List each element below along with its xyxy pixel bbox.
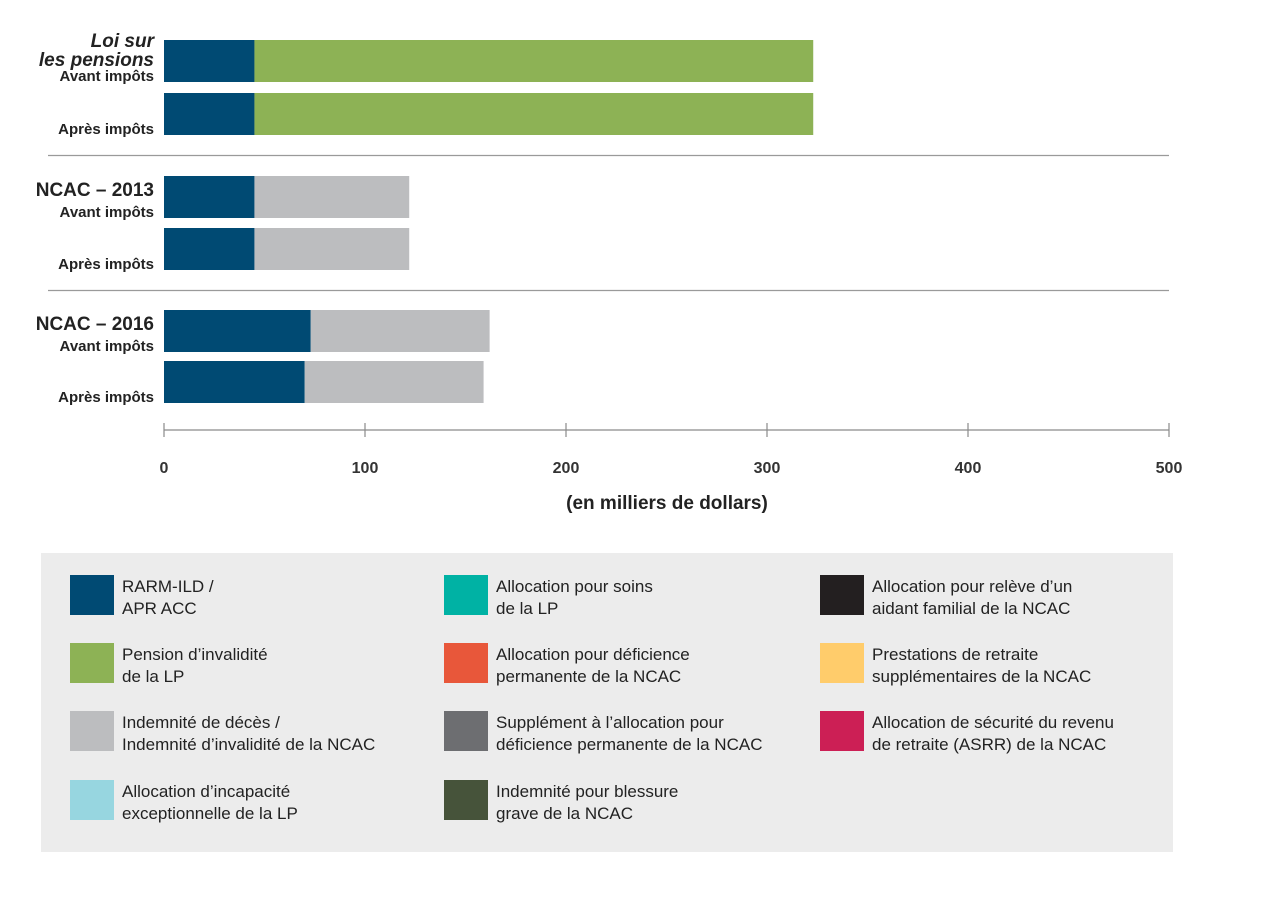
legend-item: Pension d’invalidité de la LP [70, 643, 412, 688]
legend-label: RARM-ILD / APR ACC [122, 576, 412, 620]
legend-swatch [70, 711, 114, 751]
row-label: Avant impôts [60, 68, 154, 85]
legend: RARM-ILD / APR ACC Pension d’invalidité de … [41, 553, 1173, 852]
legend-label-line: déficience permanente de la NCAC [496, 735, 763, 754]
legend-label: Allocation pour soins de la LP [496, 576, 786, 620]
legend-label-line: de retraite (ASRR) de la NCAC [872, 735, 1107, 754]
legend-item: Indemnité pour blessure grave de la NCAC [444, 780, 786, 825]
legend-label-line: Allocation pour relève d’un [872, 577, 1073, 596]
legend-label: Allocation pour relève d’un aidant famili… [872, 576, 1162, 620]
group-title-line: les pensions [39, 50, 154, 71]
legend-item: Allocation d’incapacité exceptionnelle de… [70, 780, 412, 825]
row-label: Après impôts [58, 389, 154, 406]
x-tick-label: 0 [160, 460, 169, 477]
bar-segment [254, 176, 410, 218]
bar-segment [164, 361, 305, 403]
x-tick-label: 200 [553, 460, 580, 477]
row-label: Après impôts [58, 256, 154, 273]
legend-item: Prestations de retraite supplémentaires d… [820, 643, 1162, 688]
legend-label-line: Indemnité d’invalidité de la NCAC [122, 735, 376, 754]
legend-label-line: APR ACC [122, 599, 197, 618]
x-tick-label: 100 [352, 460, 379, 477]
legend-label-line: Allocation de sécurité du revenu [872, 713, 1114, 732]
row-label: Après impôts [58, 121, 154, 138]
legend-label-line: grave de la NCAC [496, 804, 634, 823]
legend-item: Allocation pour déficience permanente de … [444, 643, 786, 688]
x-tick-label: 300 [754, 460, 781, 477]
legend-label-line: de la LP [122, 667, 185, 686]
bar-segment [254, 40, 814, 82]
legend-swatch [444, 780, 488, 820]
legend-swatch [820, 711, 864, 751]
legend-label-line: Supplément à l’allocation pour [496, 713, 724, 732]
bar-segment [164, 228, 255, 270]
legend-label-line: Indemnité pour blessure [496, 782, 679, 801]
legend-item: Allocation pour soins de la LP [444, 575, 786, 620]
legend-label: Indemnité de décès / Indemnité d’invalidi… [122, 712, 412, 756]
legend-label-line: RARM-ILD / [122, 577, 214, 596]
legend-swatch [820, 575, 864, 615]
legend-swatch [444, 711, 488, 751]
legend-swatch [820, 643, 864, 683]
bar-segment [164, 310, 311, 352]
legend-swatch [444, 575, 488, 615]
bar-segment [254, 228, 410, 270]
group-title: Loi sur les pensions [39, 31, 156, 71]
bar-segment [164, 93, 255, 135]
bar-segment [310, 310, 490, 352]
legend-label: Allocation de sécurité du revenu de retra… [872, 712, 1162, 756]
x-tick-label: 400 [955, 460, 982, 477]
legend-swatch [70, 780, 114, 820]
legend-swatch [444, 643, 488, 683]
x-axis-title: (en milliers de dollars) [566, 493, 768, 514]
legend-item: Supplément à l’allocation pour déficience… [444, 711, 786, 756]
legend-label: Indemnité pour blessure grave de la NCAC [496, 781, 786, 825]
legend-label-line: aidant familial de la NCAC [872, 599, 1071, 618]
legend-swatch [70, 643, 114, 683]
legend-label: Pension d’invalidité de la LP [122, 644, 412, 688]
legend-label: Prestations de retraite supplémentaires d… [872, 644, 1162, 688]
group-title: NCAC – 2013 [36, 180, 154, 201]
legend-label-line: de la LP [496, 599, 559, 618]
group-title-line: NCAC – 2013 [36, 180, 154, 201]
legend-label-line: supplémentaires de la NCAC [872, 667, 1092, 686]
legend-label: Allocation d’incapacité exceptionnelle de… [122, 781, 412, 825]
row-label: Avant impôts [60, 204, 154, 221]
legend-item: Indemnité de décès / Indemnité d’invalidi… [70, 711, 412, 756]
row-label: Avant impôts [60, 338, 154, 355]
group-title-line: Loi sur [91, 31, 156, 52]
legend-label-line: Indemnité de décès / [122, 713, 280, 732]
bar-segment [304, 361, 484, 403]
x-tick-label: 500 [1156, 460, 1183, 477]
group-title-line: NCAC – 2016 [36, 314, 154, 335]
legend-swatch [70, 575, 114, 615]
bar-segment [164, 176, 255, 218]
legend-label-line: Allocation pour soins [496, 577, 653, 596]
bar-segment [254, 93, 814, 135]
legend-label-line: Pension d’invalidité [122, 645, 268, 664]
legend-label-line: permanente de la NCAC [496, 667, 682, 686]
legend-item: Allocation de sécurité du revenu de retra… [820, 711, 1162, 756]
legend-label-line: Allocation d’incapacité [122, 782, 291, 801]
legend-item: Allocation pour relève d’un aidant famili… [820, 575, 1162, 620]
legend-label: Supplément à l’allocation pour déficience… [496, 712, 786, 756]
bar-segment [164, 40, 255, 82]
legend-label-line: exceptionnelle de la LP [122, 804, 298, 823]
legend-label: Allocation pour déficience permanente de … [496, 644, 786, 688]
legend-label-line: Prestations de retraite [872, 645, 1039, 664]
legend-item: RARM-ILD / APR ACC [70, 575, 412, 620]
group-title: NCAC – 2016 [36, 314, 154, 335]
legend-label-line: Allocation pour déficience [496, 645, 690, 664]
